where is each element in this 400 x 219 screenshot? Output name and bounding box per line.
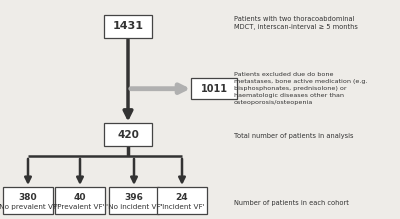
Text: Number of patients in each cohort: Number of patients in each cohort <box>234 200 349 206</box>
Text: Patients with two thoracoabdominal
MDCT, interscan-interval ≥ 5 months: Patients with two thoracoabdominal MDCT,… <box>234 16 358 30</box>
Text: Total number of patients in analysis: Total number of patients in analysis <box>234 133 354 139</box>
Text: 40: 40 <box>74 193 86 202</box>
Text: 'No incident VF': 'No incident VF' <box>106 205 162 210</box>
FancyBboxPatch shape <box>55 187 105 214</box>
FancyBboxPatch shape <box>104 123 152 146</box>
Text: 396: 396 <box>124 193 144 202</box>
Text: 380: 380 <box>19 193 37 202</box>
Text: 'Prevalent VF': 'Prevalent VF' <box>55 205 105 210</box>
Text: 24: 24 <box>176 193 188 202</box>
Text: 1011: 1011 <box>200 84 228 94</box>
FancyBboxPatch shape <box>191 78 237 99</box>
Text: 'Incident VF': 'Incident VF' <box>160 205 204 210</box>
Text: 1431: 1431 <box>112 21 144 31</box>
Text: 'No prevalent VF': 'No prevalent VF' <box>0 205 59 210</box>
FancyBboxPatch shape <box>3 187 53 214</box>
Text: 420: 420 <box>117 130 139 140</box>
FancyBboxPatch shape <box>109 187 159 214</box>
Text: Patients excluded due do bone
metastases, bone active medication (e.g.
bisphosph: Patients excluded due do bone metastases… <box>234 72 368 105</box>
FancyBboxPatch shape <box>157 187 207 214</box>
FancyBboxPatch shape <box>104 15 152 38</box>
